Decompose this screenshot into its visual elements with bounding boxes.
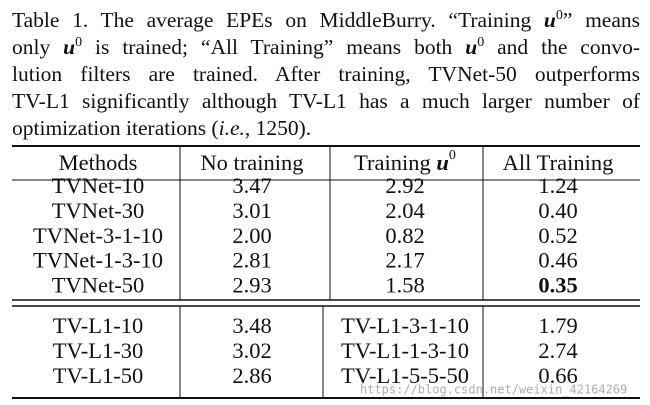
table-cell: 2.04: [385, 198, 424, 223]
caption-text: optimization iterations (: [12, 116, 219, 140]
table-cell: TV-L1-30: [53, 338, 143, 363]
caption-text: and the convo-: [484, 35, 640, 59]
table-cell: 3.47: [232, 173, 271, 198]
caption-text: Table 1. The average EPEs on MiddleBurry…: [12, 8, 544, 32]
table-cell: 1.79: [538, 313, 577, 338]
table-cell: 3.48: [232, 313, 271, 338]
math-sup: 0: [555, 7, 563, 23]
table-cell: 1.24: [538, 173, 577, 198]
table-cell: TV-L1-10: [53, 313, 143, 338]
table-cell: TV-L1-5-5-50: [341, 363, 469, 388]
caption-line: lution filters are trained. After traini…: [12, 61, 640, 88]
table-cell: 2.81: [232, 248, 271, 273]
table-cell: TVNet-10: [52, 173, 144, 198]
table-cell: TVNet-50: [52, 272, 144, 297]
table-cell: TVNet-3-1-10: [33, 223, 163, 248]
header-cell: Training u0: [354, 148, 456, 175]
table-cell: 2.00: [232, 223, 271, 248]
header-cell: Methods: [59, 150, 138, 175]
table-cell: TV-L1-3-1-10: [341, 313, 469, 338]
table-cell: 2.92: [385, 173, 424, 198]
table-cell: 2.93: [232, 272, 271, 297]
caption-line: only u0 is trained; “All Training” means…: [12, 34, 640, 61]
table-cell: 0.40: [538, 198, 577, 223]
table-cell: 2.86: [232, 363, 271, 388]
caption-line: Table 1. The average EPEs on MiddleBurry…: [12, 7, 640, 34]
table-cell: 2.74: [538, 338, 577, 363]
header-cell: All Training: [503, 150, 614, 175]
table-cell: 1.58: [385, 272, 424, 297]
table-cell: 3.01: [232, 198, 271, 223]
caption-text: only: [12, 35, 64, 59]
header-cell: No training: [200, 150, 303, 175]
math: u: [543, 8, 556, 32]
caption-text: is trained; “All Training” means both: [82, 35, 466, 59]
table-cell: TVNet-1-3-10: [33, 248, 163, 273]
caption-text: ” means: [562, 8, 641, 32]
math: u: [63, 35, 76, 59]
caption-text: , 1250).: [244, 116, 312, 140]
table-cell: 0.82: [385, 223, 424, 248]
column-rules: [179, 146, 484, 398]
table-cell: 2.17: [385, 248, 424, 273]
table-cell: 0.35: [538, 272, 577, 297]
caption-line: TV-L1 significantly although TV-L1 has a…: [12, 88, 640, 115]
watermark: https://blog.csdn.net/weixin_42164269: [360, 383, 627, 397]
table-cell: 0.66: [538, 363, 577, 388]
table-cell: 0.52: [538, 223, 577, 248]
table-cell: 3.02: [232, 338, 271, 363]
table-cell: TV-L1-1-3-10: [341, 338, 469, 363]
caption-text: lution filters are trained. After traini…: [12, 62, 640, 86]
caption-text: TV-L1 significantly although TV-L1 has a…: [12, 89, 640, 113]
math: u: [436, 150, 449, 175]
header-text: Training: [354, 150, 436, 175]
math-sup: 0: [75, 34, 83, 50]
caption-line: optimization iterations (i.e., 1250).: [12, 115, 640, 142]
table-cell: 0.46: [538, 248, 577, 273]
math-sup: 0: [477, 34, 485, 50]
math-sup: 0: [449, 148, 456, 163]
table-cell: TV-L1-50: [53, 363, 143, 388]
math: u: [465, 35, 478, 59]
caption-italic: i.e.: [218, 116, 245, 140]
table-cell: TVNet-30: [52, 198, 144, 223]
